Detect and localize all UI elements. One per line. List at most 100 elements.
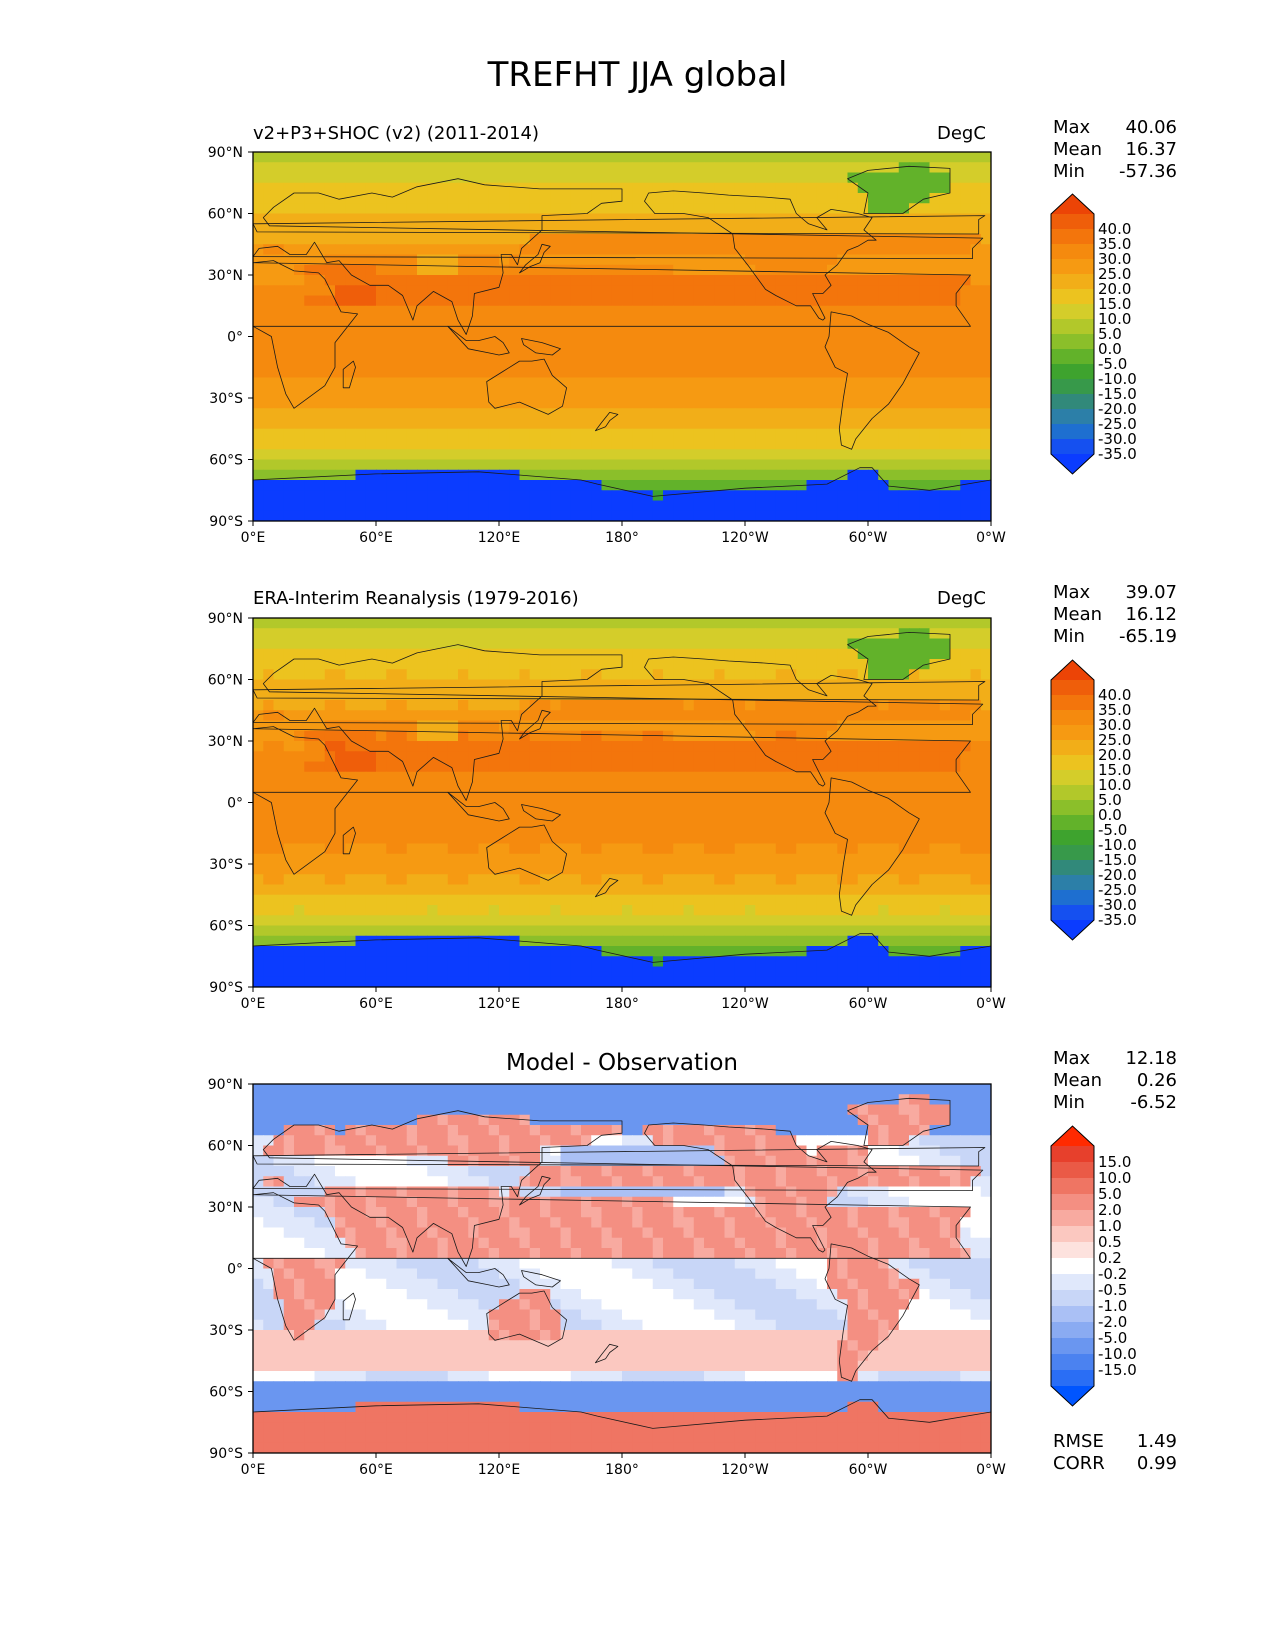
- map-cell: [632, 792, 644, 804]
- map-cell: [673, 172, 685, 184]
- map-cell: [601, 295, 613, 307]
- map-cell: [724, 162, 736, 174]
- map-cell: [847, 618, 859, 629]
- map-cell: [898, 459, 910, 471]
- map-cell: [355, 884, 367, 896]
- map-cell: [437, 367, 449, 379]
- map-cell: [386, 357, 398, 368]
- map-cell: [591, 618, 603, 629]
- map-cell: [273, 618, 285, 629]
- map-cell: [827, 469, 838, 481]
- map-cell: [878, 264, 890, 276]
- map-cell: [950, 751, 961, 763]
- map-cell: [878, 679, 890, 691]
- map-cell: [765, 628, 777, 640]
- map-cell: [263, 915, 275, 927]
- map-cell: [335, 935, 346, 947]
- map-cell: [950, 357, 961, 368]
- map-cell: [806, 480, 818, 491]
- map-cell: [734, 244, 746, 256]
- map-cell: [488, 638, 500, 650]
- map-cell: [693, 874, 705, 886]
- map-cell: [396, 782, 408, 793]
- map-cell: [929, 802, 941, 814]
- map-cell: [611, 439, 623, 450]
- map-cell: [458, 874, 469, 886]
- map-cell: [540, 377, 551, 389]
- map-cell: [478, 935, 490, 947]
- map-cell: [939, 357, 951, 368]
- map-cell: [970, 648, 982, 660]
- map-cell: [980, 874, 991, 886]
- map-cell: [273, 203, 285, 215]
- map-cell: [283, 628, 295, 640]
- map-cell: [970, 234, 982, 245]
- map-cell: [950, 305, 961, 317]
- map-cell: [611, 720, 623, 732]
- map-cell: [765, 741, 777, 752]
- map-cell: [324, 925, 336, 937]
- map-cell: [878, 915, 890, 927]
- map-cell: [478, 510, 490, 521]
- map-cell: [335, 884, 346, 896]
- map-cell: [376, 853, 387, 865]
- map-cell: [396, 234, 408, 245]
- map-cell: [847, 700, 859, 711]
- map-cell: [878, 367, 890, 379]
- map-cell: [540, 812, 551, 824]
- map-cell: [427, 459, 439, 471]
- map-cell: [417, 935, 428, 947]
- map-cell: [386, 853, 398, 865]
- map-cell: [847, 336, 859, 348]
- map-cell: [253, 387, 264, 399]
- map-cell: [540, 387, 551, 399]
- map-cell: [263, 316, 275, 327]
- map-cell: [263, 244, 275, 256]
- map-cell: [806, 792, 818, 804]
- map-cell: [693, 408, 705, 420]
- map-cell: [263, 679, 275, 691]
- map-cell: [642, 428, 654, 440]
- map-cell: [560, 408, 572, 420]
- map-cell: [980, 275, 991, 286]
- map-cell: [693, 346, 705, 358]
- map-cell: [857, 234, 869, 245]
- map-cell: [263, 357, 275, 368]
- map-cell: [601, 628, 613, 640]
- map-cell: [560, 172, 572, 184]
- map-cell: [888, 418, 900, 430]
- map-cell: [283, 792, 295, 804]
- map-cell: [960, 172, 972, 184]
- map-cell: [283, 152, 295, 163]
- map-cell: [253, 782, 264, 793]
- map-cell: [683, 439, 695, 450]
- map-cell: [745, 418, 756, 430]
- map-cell: [560, 305, 572, 317]
- map-cell: [765, 428, 777, 440]
- map-cell: [601, 234, 613, 245]
- map-cell: [550, 439, 562, 450]
- map-cell: [570, 648, 582, 660]
- map-cell: [283, 638, 295, 650]
- map-cell: [786, 510, 797, 521]
- map-cell: [704, 659, 715, 670]
- map-cell: [447, 162, 459, 174]
- map-cell: [601, 730, 613, 742]
- map-cell: [868, 367, 879, 379]
- map-cell: [406, 864, 418, 875]
- map-cell: [447, 254, 459, 266]
- map-cell: [581, 439, 592, 450]
- map-cell: [632, 244, 644, 256]
- map-cell: [909, 925, 920, 937]
- map-cell: [263, 182, 275, 194]
- map-cell: [980, 833, 991, 845]
- map-cell: [683, 346, 695, 358]
- map-cell: [488, 439, 500, 450]
- map-cell: [796, 771, 808, 783]
- map-cell: [570, 884, 582, 896]
- map-cell: [786, 295, 797, 307]
- map-cell: [765, 915, 777, 927]
- map-cell: [355, 480, 367, 491]
- map-cell: [345, 792, 357, 804]
- coastline-australia: [486, 358, 567, 415]
